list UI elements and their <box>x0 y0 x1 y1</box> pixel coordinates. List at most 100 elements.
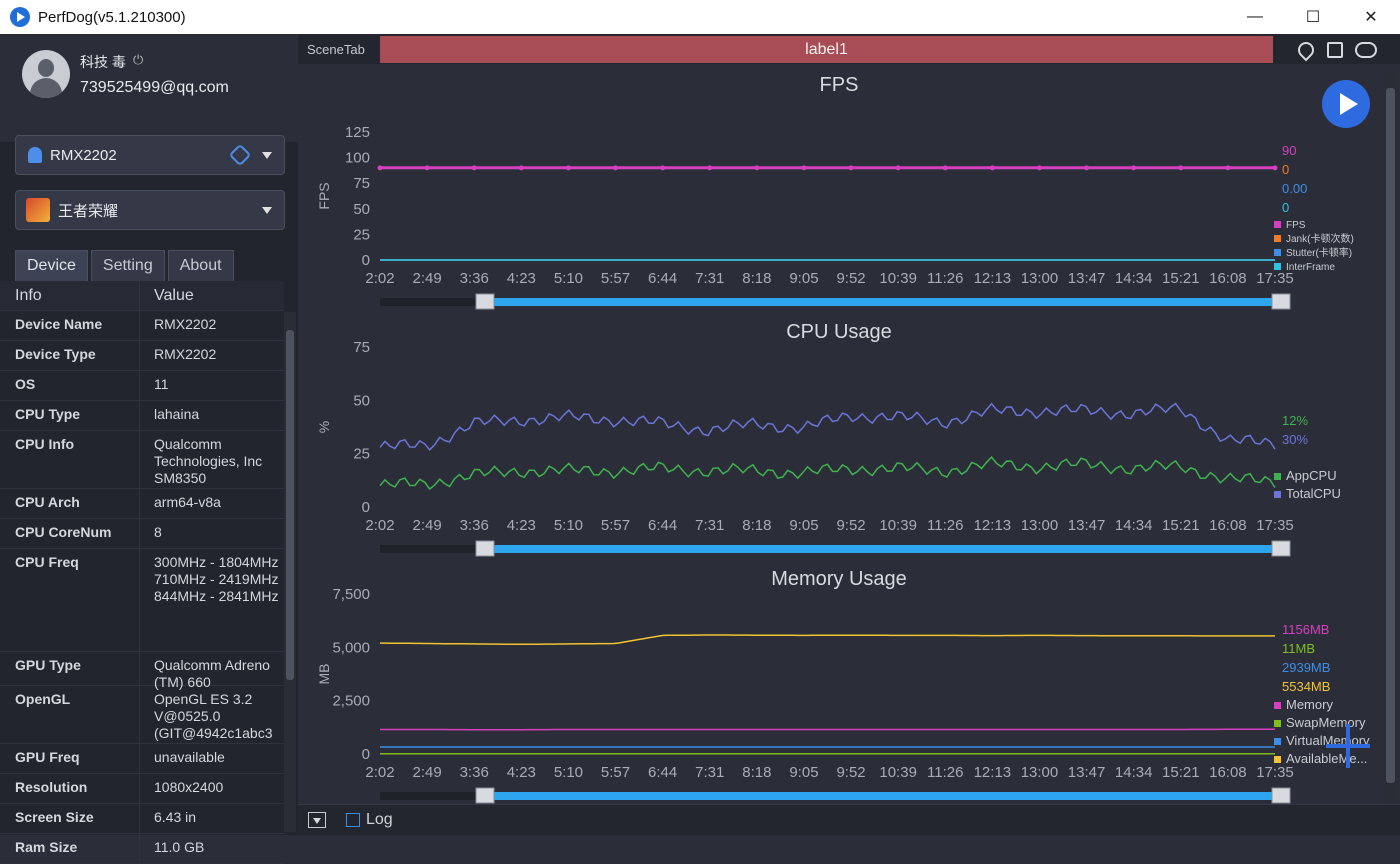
info-scrollbar[interactable] <box>284 312 296 832</box>
info-value: arm64-v8a <box>140 489 284 518</box>
log-checkbox[interactable] <box>346 813 360 827</box>
legend-entry: TotalCPU <box>1286 486 1341 501</box>
series-line-totalcpu <box>380 404 1275 450</box>
legend-swatch <box>1274 756 1281 763</box>
info-key: CPU Freq <box>0 549 140 651</box>
scrollbar-thumb[interactable] <box>1386 88 1395 783</box>
info-value: lahaina <box>140 401 284 430</box>
tab-about[interactable]: About <box>168 250 234 281</box>
x-tick-label: 3:36 <box>460 270 489 287</box>
scene-label: label1 <box>805 41 848 59</box>
legend-swatch <box>1274 221 1281 228</box>
avatar[interactable] <box>22 50 70 98</box>
perfdog-logo-icon <box>10 7 30 27</box>
info-value: unavailable <box>140 744 284 773</box>
close-button[interactable]: ✕ <box>1342 0 1400 34</box>
x-tick-label: 11:26 <box>927 270 963 287</box>
chevron-down-icon[interactable] <box>262 207 272 214</box>
y-tick-label: 75 <box>353 175 370 192</box>
x-tick-label: 13:47 <box>1068 517 1106 534</box>
power-icon[interactable]: ⏻ <box>133 52 143 68</box>
legend-value: 0 <box>1282 162 1289 177</box>
scene-label-bar[interactable]: label1 <box>380 36 1273 63</box>
add-chart-button[interactable] <box>1326 724 1370 768</box>
y-tick-label: 7,500 <box>332 586 370 603</box>
range-slider-selection[interactable] <box>490 792 1280 800</box>
fps-point <box>472 165 477 170</box>
x-tick-label: 11:26 <box>927 517 963 534</box>
info-key: Ram Size <box>0 834 140 863</box>
x-tick-label: 4:23 <box>507 764 536 781</box>
range-slider-left-handle[interactable] <box>476 788 494 803</box>
x-tick-label: 8:18 <box>742 270 771 287</box>
legend-swatch <box>1274 720 1281 727</box>
window-title: PerfDog(v5.1.210300) <box>38 9 186 26</box>
x-tick-label: 13:00 <box>1021 764 1059 781</box>
legend-entry: InterFrame <box>1286 262 1335 273</box>
tab-setting[interactable]: Setting <box>91 250 165 281</box>
info-value: 1080x2400 <box>140 774 284 803</box>
legend-entry: Stutter(卡顿率) <box>1286 246 1352 259</box>
x-tick-label: 13:00 <box>1021 517 1059 534</box>
maximize-button[interactable]: ☐ <box>1284 0 1342 34</box>
x-tick-label: 2:02 <box>365 270 394 287</box>
info-key: OS <box>0 371 140 400</box>
y-tick-label: 125 <box>345 124 370 141</box>
play-button[interactable] <box>1322 80 1370 128</box>
legend-swatch <box>1274 491 1281 498</box>
range-slider-right-handle[interactable] <box>1272 788 1290 803</box>
range-slider-selection[interactable] <box>490 298 1280 306</box>
y-tick-label: 50 <box>353 392 370 409</box>
fps-point <box>1225 165 1230 170</box>
x-tick-label: 5:57 <box>601 270 630 287</box>
info-value: 300MHz - 1804MHz 710MHz - 2419MHz 844MHz… <box>140 549 284 651</box>
charts-scrollbar[interactable] <box>1384 72 1398 802</box>
legend-value: 2939MB <box>1282 660 1330 675</box>
x-tick-label: 14:34 <box>1115 270 1153 287</box>
chevron-down-icon[interactable] <box>262 152 272 159</box>
location-pin-icon[interactable] <box>1295 39 1318 62</box>
fps-point <box>801 165 806 170</box>
app-select[interactable]: 王者荣耀 <box>15 190 285 230</box>
info-key: GPU Type <box>0 652 140 685</box>
range-slider-right-handle[interactable] <box>1272 541 1290 556</box>
folder-icon[interactable] <box>1327 42 1343 58</box>
user-email: 739525499@qq.com <box>80 79 229 97</box>
chart-title: Memory Usage <box>771 568 907 590</box>
tab-device[interactable]: Device <box>15 250 88 281</box>
info-key: CPU Arch <box>0 489 140 518</box>
cloud-icon[interactable] <box>1355 42 1377 58</box>
info-key: OpenGL <box>0 686 140 743</box>
x-tick-label: 7:31 <box>695 517 724 534</box>
fps-point <box>1084 165 1089 170</box>
fps-point <box>613 165 618 170</box>
x-tick-label: 12:13 <box>974 270 1012 287</box>
y-tick-label: 5,000 <box>332 639 370 656</box>
fps-point <box>519 165 524 170</box>
fps-point <box>1131 165 1136 170</box>
scene-tab-bar: SceneTab label1 <box>298 34 1400 64</box>
info-key: CPU Info <box>0 431 140 488</box>
fps-point <box>754 165 759 170</box>
connection-icon[interactable] <box>229 144 252 167</box>
range-slider-left-handle[interactable] <box>476 294 494 309</box>
range-slider-left-handle[interactable] <box>476 541 494 556</box>
fps-point <box>425 165 430 170</box>
range-slider-right-handle[interactable] <box>1272 294 1290 309</box>
info-key: Device Type <box>0 341 140 370</box>
x-tick-label: 2:49 <box>413 517 442 534</box>
minimize-button[interactable]: — <box>1226 0 1284 34</box>
info-key: Screen Size <box>0 804 140 833</box>
info-value: 11.0 GB <box>140 834 284 863</box>
scrollbar-thumb[interactable] <box>286 330 294 680</box>
collapse-button[interactable] <box>308 812 326 828</box>
device-select[interactable]: RMX2202 <box>15 135 285 175</box>
range-slider-selection[interactable] <box>490 545 1280 553</box>
chart-title: FPS <box>820 74 859 96</box>
x-tick-label: 5:10 <box>554 270 583 287</box>
series-line-appcpu <box>380 457 1275 489</box>
